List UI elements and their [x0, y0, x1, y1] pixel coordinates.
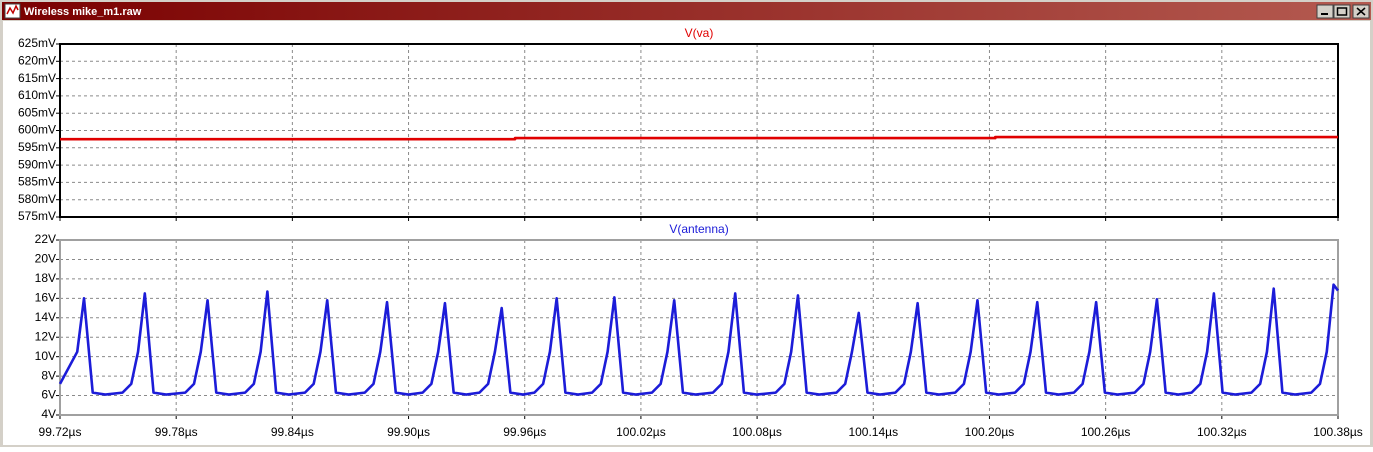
y-tick-label: 615mV	[18, 71, 56, 85]
y-tick-label: 16V	[35, 291, 56, 305]
title-bar	[2, 2, 1371, 20]
y-tick-label: 610mV	[18, 88, 56, 102]
y-tick-label: 620mV	[18, 53, 56, 67]
y-tick-label: 605mV	[18, 105, 56, 119]
x-tick-label: 100.32µs	[1197, 425, 1247, 439]
y-tick-label: 22V	[35, 232, 56, 246]
window-title: Wireless mike_m1.raw	[24, 6, 142, 18]
x-tick-label: 99.90µs	[387, 425, 430, 439]
window-icon	[4, 3, 21, 19]
waveform	[58, 283, 1340, 396]
minimize-button[interactable]	[1316, 4, 1334, 19]
x-tick-label: 100.20µs	[965, 425, 1015, 439]
y-tick-label: 10V	[35, 349, 56, 363]
y-tick-label: 6V	[41, 388, 56, 402]
y-tick-label: 12V	[35, 329, 56, 343]
x-tick-label: 100.02µs	[616, 425, 666, 439]
y-tick-label: 20V	[35, 252, 56, 266]
y-tick-label: 595mV	[18, 140, 56, 154]
plot-area	[3, 21, 1370, 445]
y-tick-label: 18V	[35, 271, 56, 285]
y-tick-label: 14V	[35, 310, 56, 324]
y-tick-label: 575mV	[18, 209, 56, 223]
x-tick-label: 99.72µs	[39, 425, 82, 439]
y-tick-label: 8V	[41, 368, 56, 382]
close-button[interactable]	[1352, 4, 1370, 19]
x-tick-label: 100.38µs	[1313, 425, 1363, 439]
y-tick-label: 600mV	[18, 123, 56, 137]
x-tick-label: 100.26µs	[1081, 425, 1131, 439]
y-tick-label: 4V	[41, 407, 56, 421]
x-tick-label: 99.96µs	[503, 425, 546, 439]
y-tick-label: 580mV	[18, 192, 56, 206]
y-tick-label: 590mV	[18, 157, 56, 171]
x-tick-label: 100.14µs	[848, 425, 898, 439]
waveform	[60, 135, 1338, 141]
pane-border	[59, 43, 1339, 218]
chart-title: V(va)	[685, 26, 714, 40]
pane-border	[59, 239, 1339, 416]
x-tick-label: 99.84µs	[271, 425, 314, 439]
chart-title: V(antenna)	[669, 222, 728, 236]
y-tick-label: 585mV	[18, 175, 56, 189]
maximize-button[interactable]	[1333, 4, 1351, 19]
y-tick-label: 625mV	[18, 36, 56, 50]
x-tick-label: 100.08µs	[732, 425, 782, 439]
x-tick-label: 99.78µs	[155, 425, 198, 439]
